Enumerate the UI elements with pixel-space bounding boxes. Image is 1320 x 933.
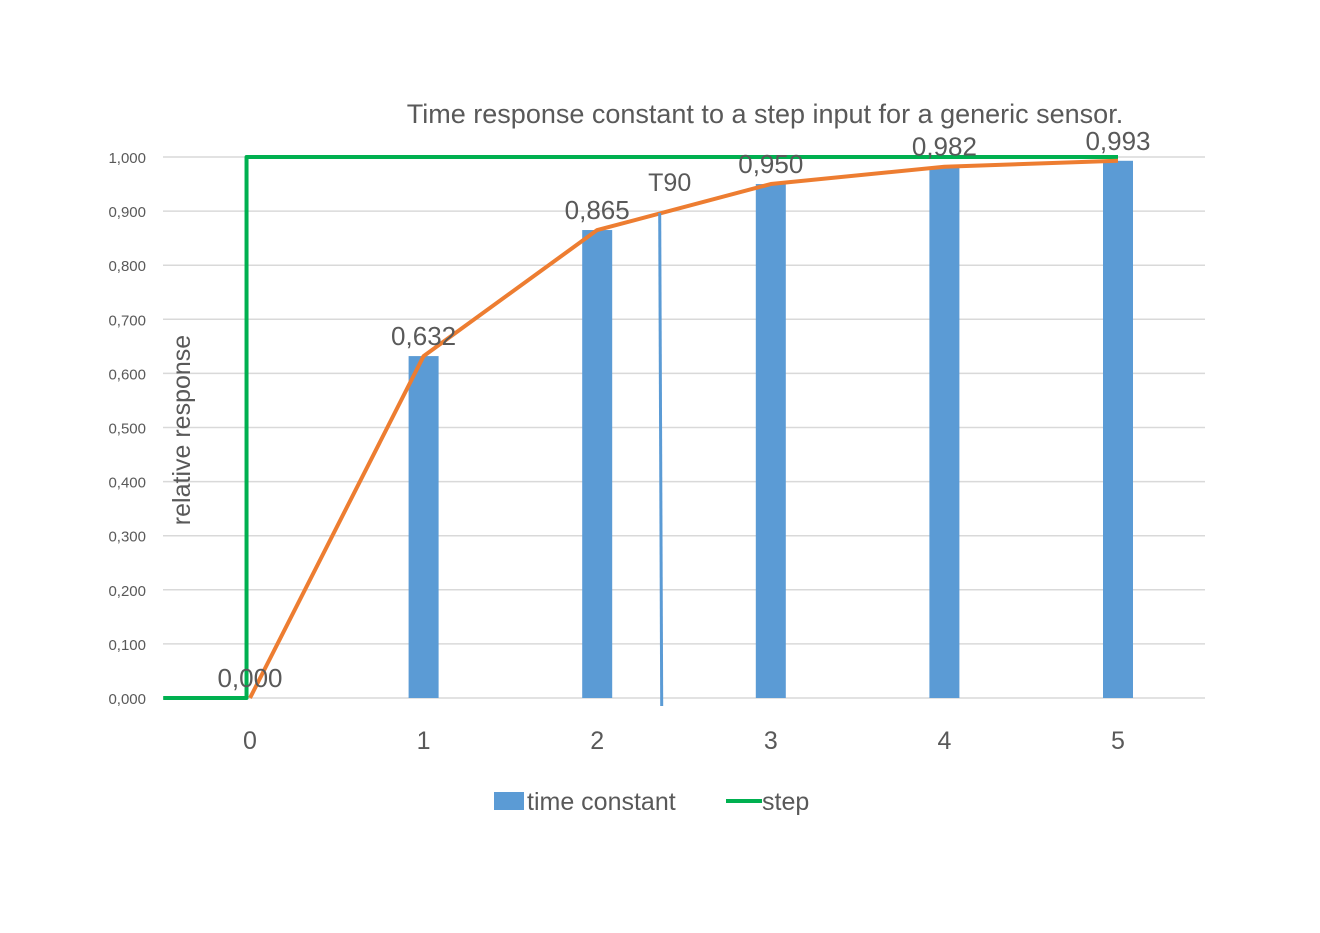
data-label: 0,000: [217, 663, 282, 693]
legend-swatch-time-constant: [494, 792, 524, 810]
bar: [755, 184, 786, 699]
y-tick-label: 0,400: [108, 475, 146, 492]
gridlines: [163, 156, 1205, 699]
x-tick-label: 5: [1111, 727, 1125, 755]
bar: [929, 166, 960, 698]
y-tick-label: 1,000: [108, 150, 146, 167]
annotations: T90: [648, 169, 691, 707]
data-label: 0,950: [738, 149, 803, 179]
x-tick-label: 3: [764, 727, 778, 755]
data-labels: 0,000 0,632 0,865 0,950 0,982 0,993: [217, 126, 1150, 693]
bar: [1103, 160, 1133, 699]
bar: [582, 230, 613, 698]
bar: [408, 356, 439, 698]
series-line: [163, 155, 1118, 700]
data-label: 0,982: [912, 132, 977, 162]
x-tick-label: 1: [417, 727, 431, 755]
x-tick-label: 4: [937, 727, 951, 755]
bars: [408, 160, 1133, 699]
legend: time constant step: [494, 788, 809, 816]
x-tick-label: 0: [243, 727, 257, 755]
chart-title: Time response constant to a step input f…: [407, 99, 1123, 129]
y-tick-label: 0,200: [108, 583, 146, 600]
legend-label-step: step: [762, 788, 809, 816]
x-tick-labels: 0 1 2 3 4 5: [243, 727, 1125, 755]
t90-marker-line: [658, 213, 664, 707]
y-tick-label: 0,300: [108, 529, 146, 546]
y-tick-label: 0,000: [108, 691, 146, 708]
y-tick-label: 0,700: [108, 312, 146, 329]
y-tick-label: 0,800: [108, 258, 146, 275]
y-tick-labels: 0,000 0,100 0,200 0,300 0,400 0,500 0,600 0,700…: [108, 150, 146, 708]
y-tick-label: 0,100: [108, 637, 146, 654]
series-line: [248, 158, 1119, 699]
legend-label-time-constant: time constant: [527, 788, 676, 816]
y-axis-label: relative response: [168, 335, 196, 525]
data-label: 0,632: [391, 321, 456, 351]
t90-label: T90: [648, 169, 691, 197]
y-tick-label: 0,600: [108, 366, 146, 383]
data-label: 0,993: [1085, 126, 1150, 156]
lines: [163, 155, 1119, 700]
y-tick-label: 0,500: [108, 421, 146, 438]
y-tick-label: 0,900: [108, 204, 146, 221]
data-label: 0,865: [565, 195, 630, 225]
x-tick-label: 2: [590, 727, 604, 755]
